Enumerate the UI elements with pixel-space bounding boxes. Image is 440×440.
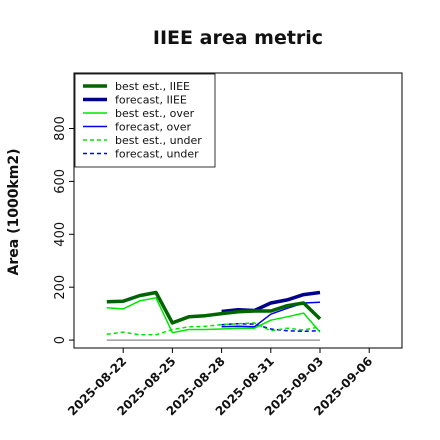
legend-label: forecast, over	[115, 121, 191, 134]
chart-title: IIEE area metric	[153, 27, 323, 49]
legend-box	[74, 73, 216, 168]
y-axis: 0 200 400 600 800	[53, 116, 74, 344]
series-line-2	[106, 297, 321, 334]
series-line-5	[221, 322, 321, 333]
plot-frame	[73, 72, 403, 349]
y-tick-label: 800	[53, 116, 68, 141]
y-tick-label: 600	[53, 169, 68, 194]
legend-label: best est., under	[115, 134, 202, 147]
legend-label: best est., IIEE	[115, 80, 190, 93]
legend-label: forecast, IIEE	[115, 94, 187, 107]
y-axis-label: Area (1000km2)	[6, 149, 22, 276]
y-tick-label: 0	[53, 336, 68, 344]
series-line-4	[106, 322, 321, 336]
legend-label: best est., over	[115, 107, 195, 120]
plot-series	[106, 290, 322, 341]
legend-label: forecast, under	[115, 148, 199, 161]
y-tick-label: 400	[53, 222, 68, 247]
series-line-0	[106, 290, 322, 325]
y-tick-label: 200	[53, 275, 68, 300]
x-axis: 2025-08-222025-08-252025-08-282025-08-31…	[65, 348, 375, 418]
series-line-1	[221, 290, 321, 314]
